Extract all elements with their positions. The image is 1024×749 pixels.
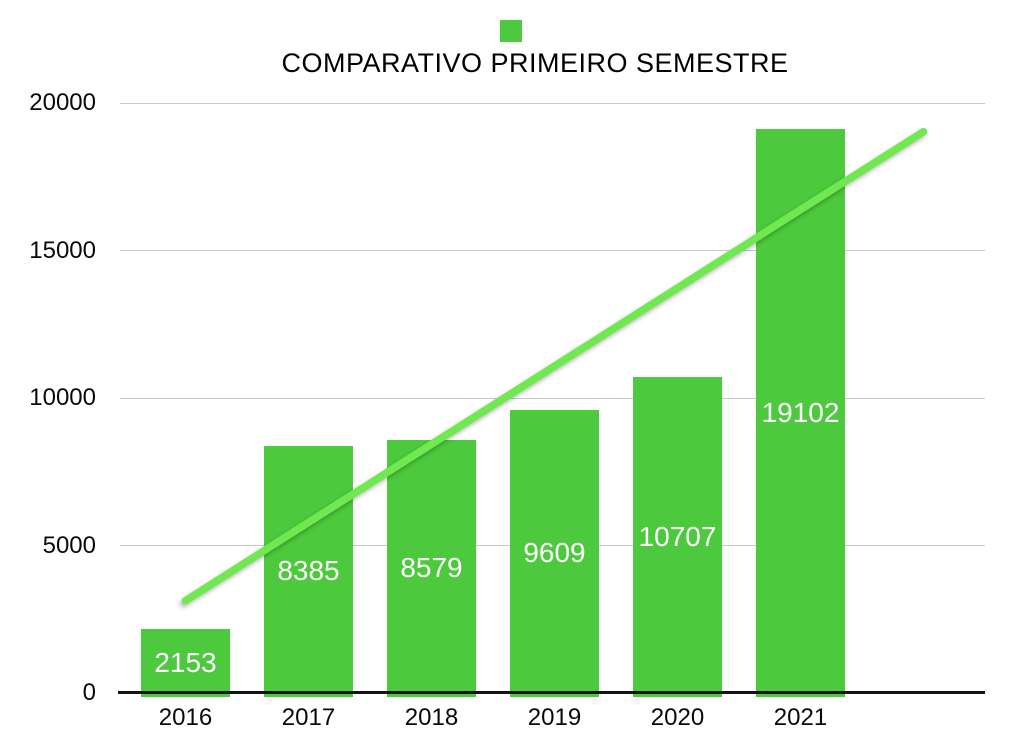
x-tick-label-2018: 2018: [404, 704, 459, 731]
x-tick-label-2021: 2021: [773, 704, 828, 731]
gridline-15000: [120, 250, 985, 251]
bar-2017: 8385: [264, 445, 353, 697]
bar-2020: 10707: [633, 377, 722, 697]
legend-series-swatch-icon: [500, 20, 522, 42]
bar-value-label: 9609: [523, 537, 586, 569]
x-tick-label-2016: 2016: [158, 704, 213, 731]
bar-value-label: 10707: [638, 521, 717, 553]
bar-2019: 9609: [510, 409, 599, 697]
gridline-20000: [120, 102, 985, 104]
x-tick-label-2019: 2019: [527, 704, 582, 731]
y-tick-label: 15000: [29, 236, 96, 264]
bar-2016: 2153: [141, 629, 230, 697]
bar-2021: 19102: [756, 129, 845, 697]
bar-value-label: 8385: [277, 555, 340, 587]
chart-title: COMPARATIVO PRIMEIRO SEMESTRE: [281, 48, 789, 78]
bar-value-label: 8579: [400, 552, 463, 584]
y-tick-label: 0: [82, 679, 96, 706]
x-tick-label-2017: 2017: [281, 704, 336, 731]
y-tick-label: 10000: [29, 384, 96, 411]
bar-value-label: 2153: [154, 647, 217, 679]
bar-value-label: 19102: [761, 397, 840, 429]
x-tick-label-2020: 2020: [650, 704, 705, 731]
y-tick-label: 5000: [42, 531, 96, 559]
x-axis-line: [118, 691, 985, 694]
y-tick-label: 20000: [29, 89, 96, 116]
bar-2018: 8579: [387, 439, 476, 697]
gridline-10000: [120, 397, 985, 399]
